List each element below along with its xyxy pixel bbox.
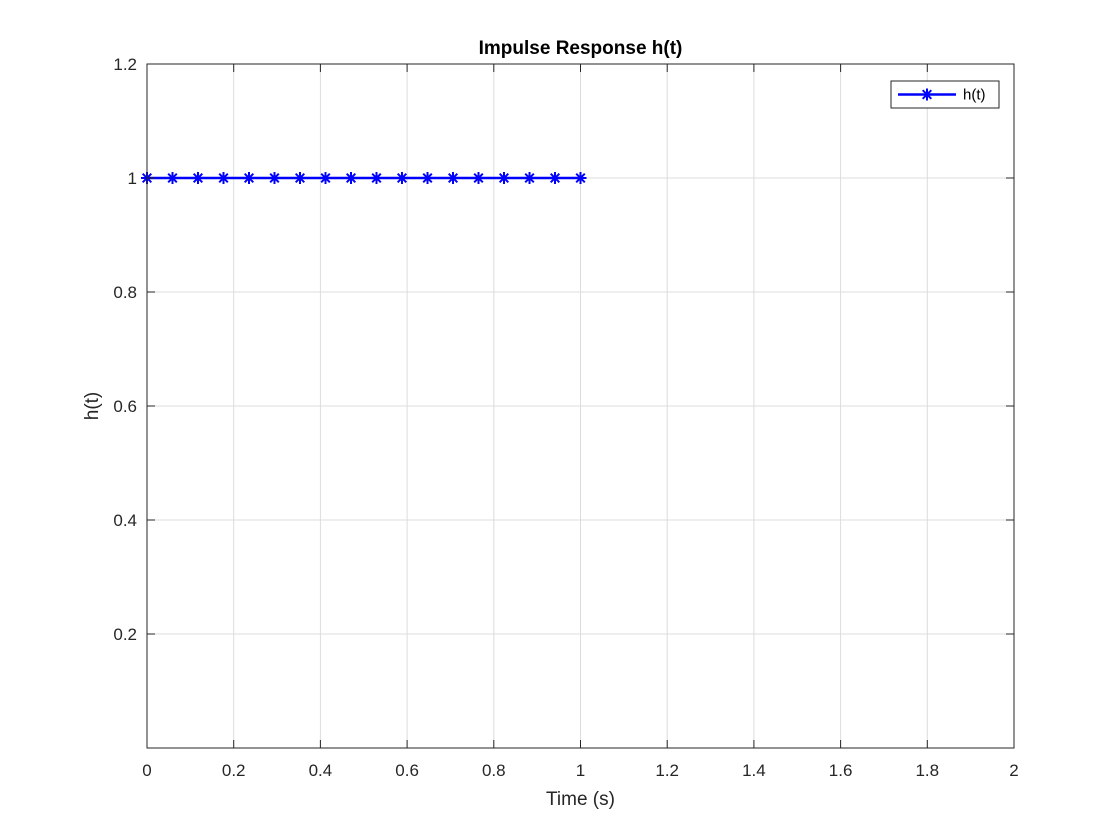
x-tick-label: 1.4 — [742, 761, 766, 780]
legend: h(t) — [890, 80, 1000, 109]
data-point — [217, 172, 230, 184]
data-point — [395, 172, 408, 184]
y-tick-label: 1 — [128, 169, 137, 188]
asterisk-stroke — [345, 172, 357, 184]
data-point — [421, 172, 434, 184]
x-tick-label: 0.4 — [309, 761, 333, 780]
y-tick-label: 0.2 — [113, 625, 137, 644]
asterisk-stroke — [921, 89, 933, 100]
x-tick-labels: 0 0.2 0.4 0.6 0.8 1 1.2 1.4 1.6 1.8 2 — [142, 761, 1018, 780]
legend-marker-asterisk — [921, 88, 933, 101]
x-tick-label: 1 — [576, 761, 585, 780]
data-point — [293, 172, 306, 184]
asterisk-stroke — [269, 172, 280, 184]
asterisk-stroke — [575, 172, 586, 184]
y-axis-title: h(t) — [82, 392, 103, 421]
data-point — [370, 172, 383, 184]
data-point — [497, 172, 510, 184]
data-point — [243, 172, 256, 184]
y-tick-label: 0.4 — [113, 511, 137, 530]
y-tick-labels: 0.2 0.4 0.6 0.8 1 1.2 — [113, 55, 137, 644]
x-tick-label: 0.6 — [395, 761, 419, 780]
y-tick-label: 0.6 — [113, 397, 137, 416]
data-point — [191, 172, 204, 184]
legend-asterisk — [921, 88, 933, 101]
asterisk-stroke — [422, 172, 433, 184]
data-point — [472, 172, 485, 184]
data-point — [447, 172, 460, 184]
data-point — [574, 172, 587, 184]
asterisk-stroke — [447, 172, 459, 184]
data-point — [319, 172, 332, 184]
x-tick-label: 0 — [142, 761, 151, 780]
data-point — [549, 172, 562, 184]
x-tick-label: 0.8 — [482, 761, 506, 780]
y-tick-label: 0.8 — [113, 283, 137, 302]
x-tick-label: 2 — [1009, 761, 1018, 780]
asterisk-stroke — [167, 172, 178, 184]
x-axis-title: Time (s) — [546, 789, 615, 810]
x-tick-label: 0.2 — [222, 761, 246, 780]
x-tick-label: 1.8 — [915, 761, 939, 780]
asterisk-stroke — [294, 172, 306, 184]
asterisk-stroke — [396, 172, 408, 184]
legend-label: h(t) — [963, 87, 986, 104]
ticks — [146, 63, 1015, 748]
asterisk-stroke — [524, 172, 535, 184]
asterisk-stroke — [192, 172, 204, 184]
asterisk-stroke — [473, 172, 484, 184]
chart-title: Impulse Response h(t) — [479, 38, 683, 59]
asterisk-stroke — [549, 172, 561, 184]
data-point — [166, 172, 179, 184]
asterisk-stroke — [320, 172, 331, 184]
asterisk-stroke — [243, 172, 255, 184]
x-tick-label: 1.2 — [655, 761, 679, 780]
x-tick-label: 1.6 — [829, 761, 853, 780]
y-tick-label: 1.2 — [113, 55, 137, 74]
asterisk-stroke — [371, 172, 382, 184]
asterisk-stroke — [498, 172, 510, 184]
data-point — [345, 172, 358, 184]
asterisk-stroke — [218, 172, 229, 184]
data-point — [523, 172, 536, 184]
data-point — [268, 172, 281, 184]
